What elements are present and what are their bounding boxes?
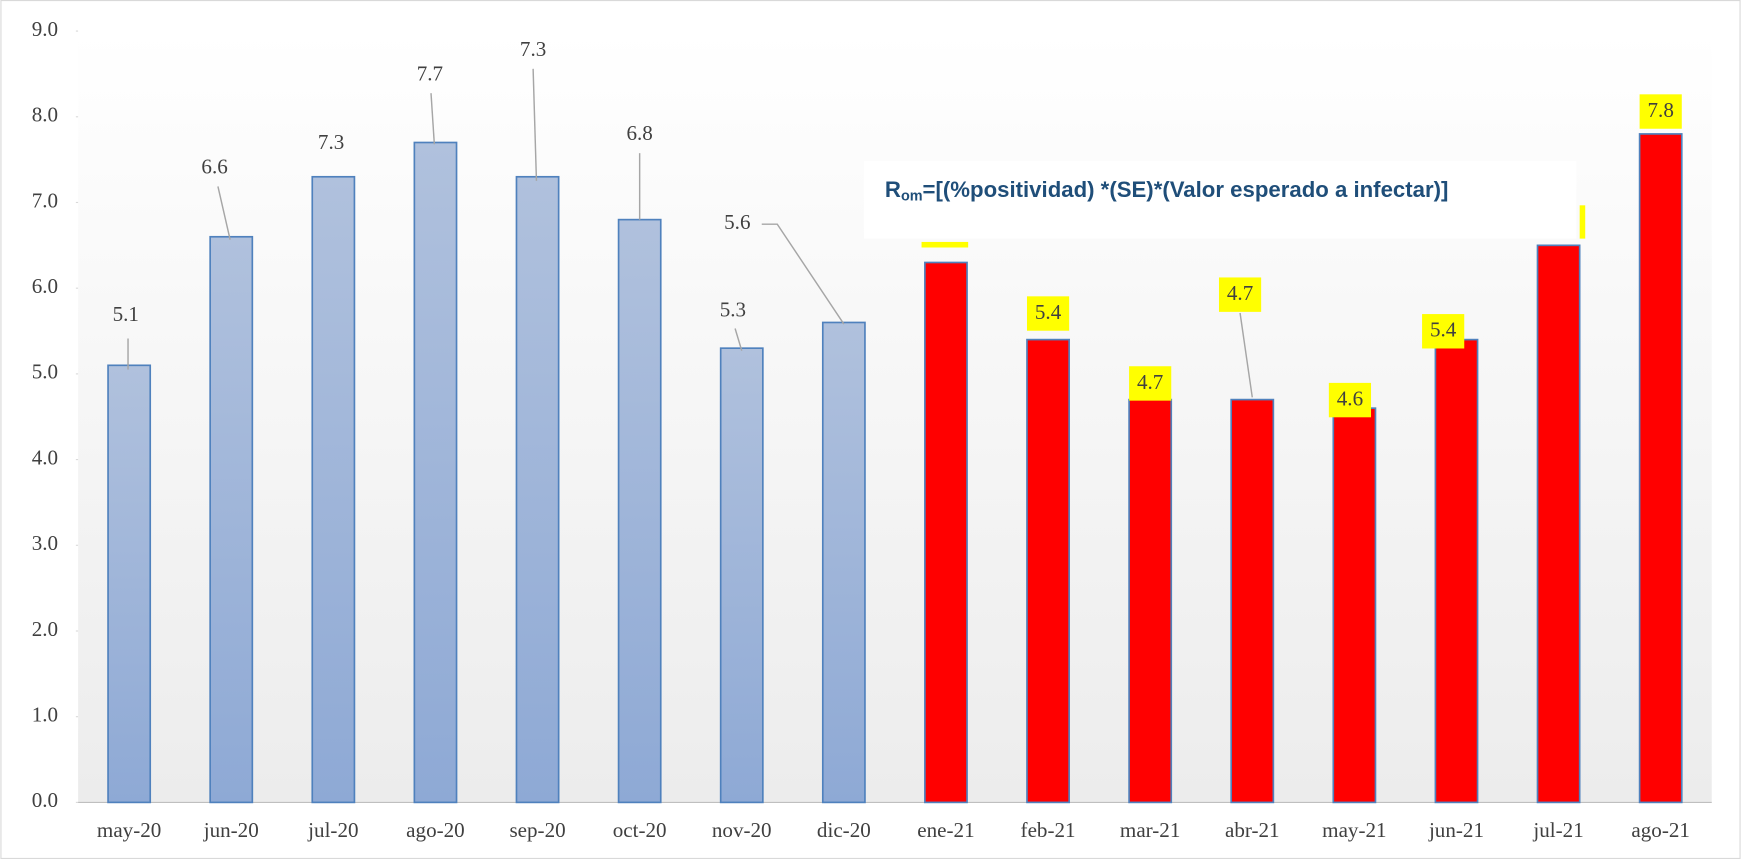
leader-line	[1239, 312, 1253, 398]
bar	[311, 175, 356, 804]
value-label-box	[1129, 366, 1172, 401]
leader-line	[532, 68, 538, 181]
bar	[821, 321, 866, 804]
bar	[1638, 133, 1683, 804]
value-label: 5.6	[724, 210, 750, 234]
value-label: 6.8	[626, 121, 652, 145]
value-label: 7.8	[1648, 98, 1674, 122]
x-tick-label: ago-21	[1631, 818, 1690, 842]
x-tick-label: dic-20	[817, 818, 871, 842]
x-tick-label: ago-20	[406, 818, 465, 842]
y-tick-label: 0.0	[32, 788, 58, 812]
bar	[924, 261, 968, 804]
annotation: Rom=[(%positividad) *(SE)*(Valor esperad…	[885, 177, 1448, 205]
x-tick-label: jul-20	[307, 818, 358, 842]
value-label: 7.3	[520, 37, 546, 61]
value-label: 5.3	[720, 298, 746, 322]
bar	[1434, 338, 1479, 804]
x-tick-label: feb-21	[1021, 818, 1076, 842]
value-label: 6.6	[201, 155, 227, 179]
bar	[1026, 338, 1070, 804]
y-tick-label: 4.0	[32, 445, 58, 469]
value-label: 5.4	[1035, 300, 1062, 324]
y-tick-label: 5.0	[32, 360, 58, 384]
value-label-box	[1026, 296, 1070, 331]
value-label-box	[1328, 382, 1372, 418]
x-tick-label: jun-20	[203, 818, 259, 842]
y-tick-label: 8.0	[32, 103, 58, 127]
value-label: 7.7	[417, 61, 443, 85]
leader-line	[217, 186, 231, 240]
annotation-box	[863, 160, 1577, 239]
bar	[209, 235, 254, 804]
hidden-label-edge	[1579, 205, 1586, 239]
bar	[1536, 244, 1581, 804]
value-label: 5.1	[113, 302, 139, 326]
value-label-box	[1422, 314, 1465, 349]
y-tick-label: 9.0	[32, 17, 58, 41]
x-tick-label: oct-20	[613, 818, 667, 842]
value-label: 4.6	[1337, 386, 1363, 410]
bar	[515, 175, 560, 804]
value-label-box	[1639, 94, 1682, 129]
x-tick-label: sep-20	[509, 818, 565, 842]
annotation-sub: om	[901, 188, 923, 204]
y-tick-label: 1.0	[32, 703, 58, 727]
leader-line	[430, 93, 436, 145]
y-tick-label: 6.0	[32, 274, 58, 298]
x-tick-label: nov-20	[712, 818, 772, 842]
bar	[107, 364, 152, 804]
x-tick-label: ene-21	[917, 818, 974, 842]
x-tick-label: jul-21	[1532, 818, 1583, 842]
value-label: 4.7	[1137, 370, 1163, 394]
annotation-rest: =[(%positividad) *(SE)*(Valor esperado a…	[923, 177, 1449, 202]
value-label: 7.3	[318, 130, 344, 154]
bar	[1128, 398, 1173, 804]
leader-line	[761, 223, 845, 325]
bar	[1230, 398, 1275, 804]
bar	[1332, 407, 1377, 804]
y-tick-label: 3.0	[32, 531, 58, 555]
value-label: 4.7	[1227, 281, 1253, 305]
x-tick-label: may-21	[1322, 818, 1386, 842]
value-label-box	[1218, 277, 1262, 312]
bar	[413, 141, 458, 804]
x-tick-label: may-20	[97, 818, 161, 842]
x-tick-label: abr-21	[1225, 818, 1280, 842]
x-tick-label: jun-21	[1428, 818, 1484, 842]
bar	[617, 218, 662, 804]
y-tick-label: 2.0	[32, 617, 58, 641]
bar	[719, 347, 764, 804]
x-tick-label: mar-21	[1120, 818, 1180, 842]
leader-line	[734, 328, 743, 351]
hidden-label-edge	[921, 241, 969, 248]
annotation-main: R	[885, 177, 901, 202]
y-tick-label: 7.0	[32, 188, 58, 212]
value-label: 5.4	[1430, 318, 1457, 342]
